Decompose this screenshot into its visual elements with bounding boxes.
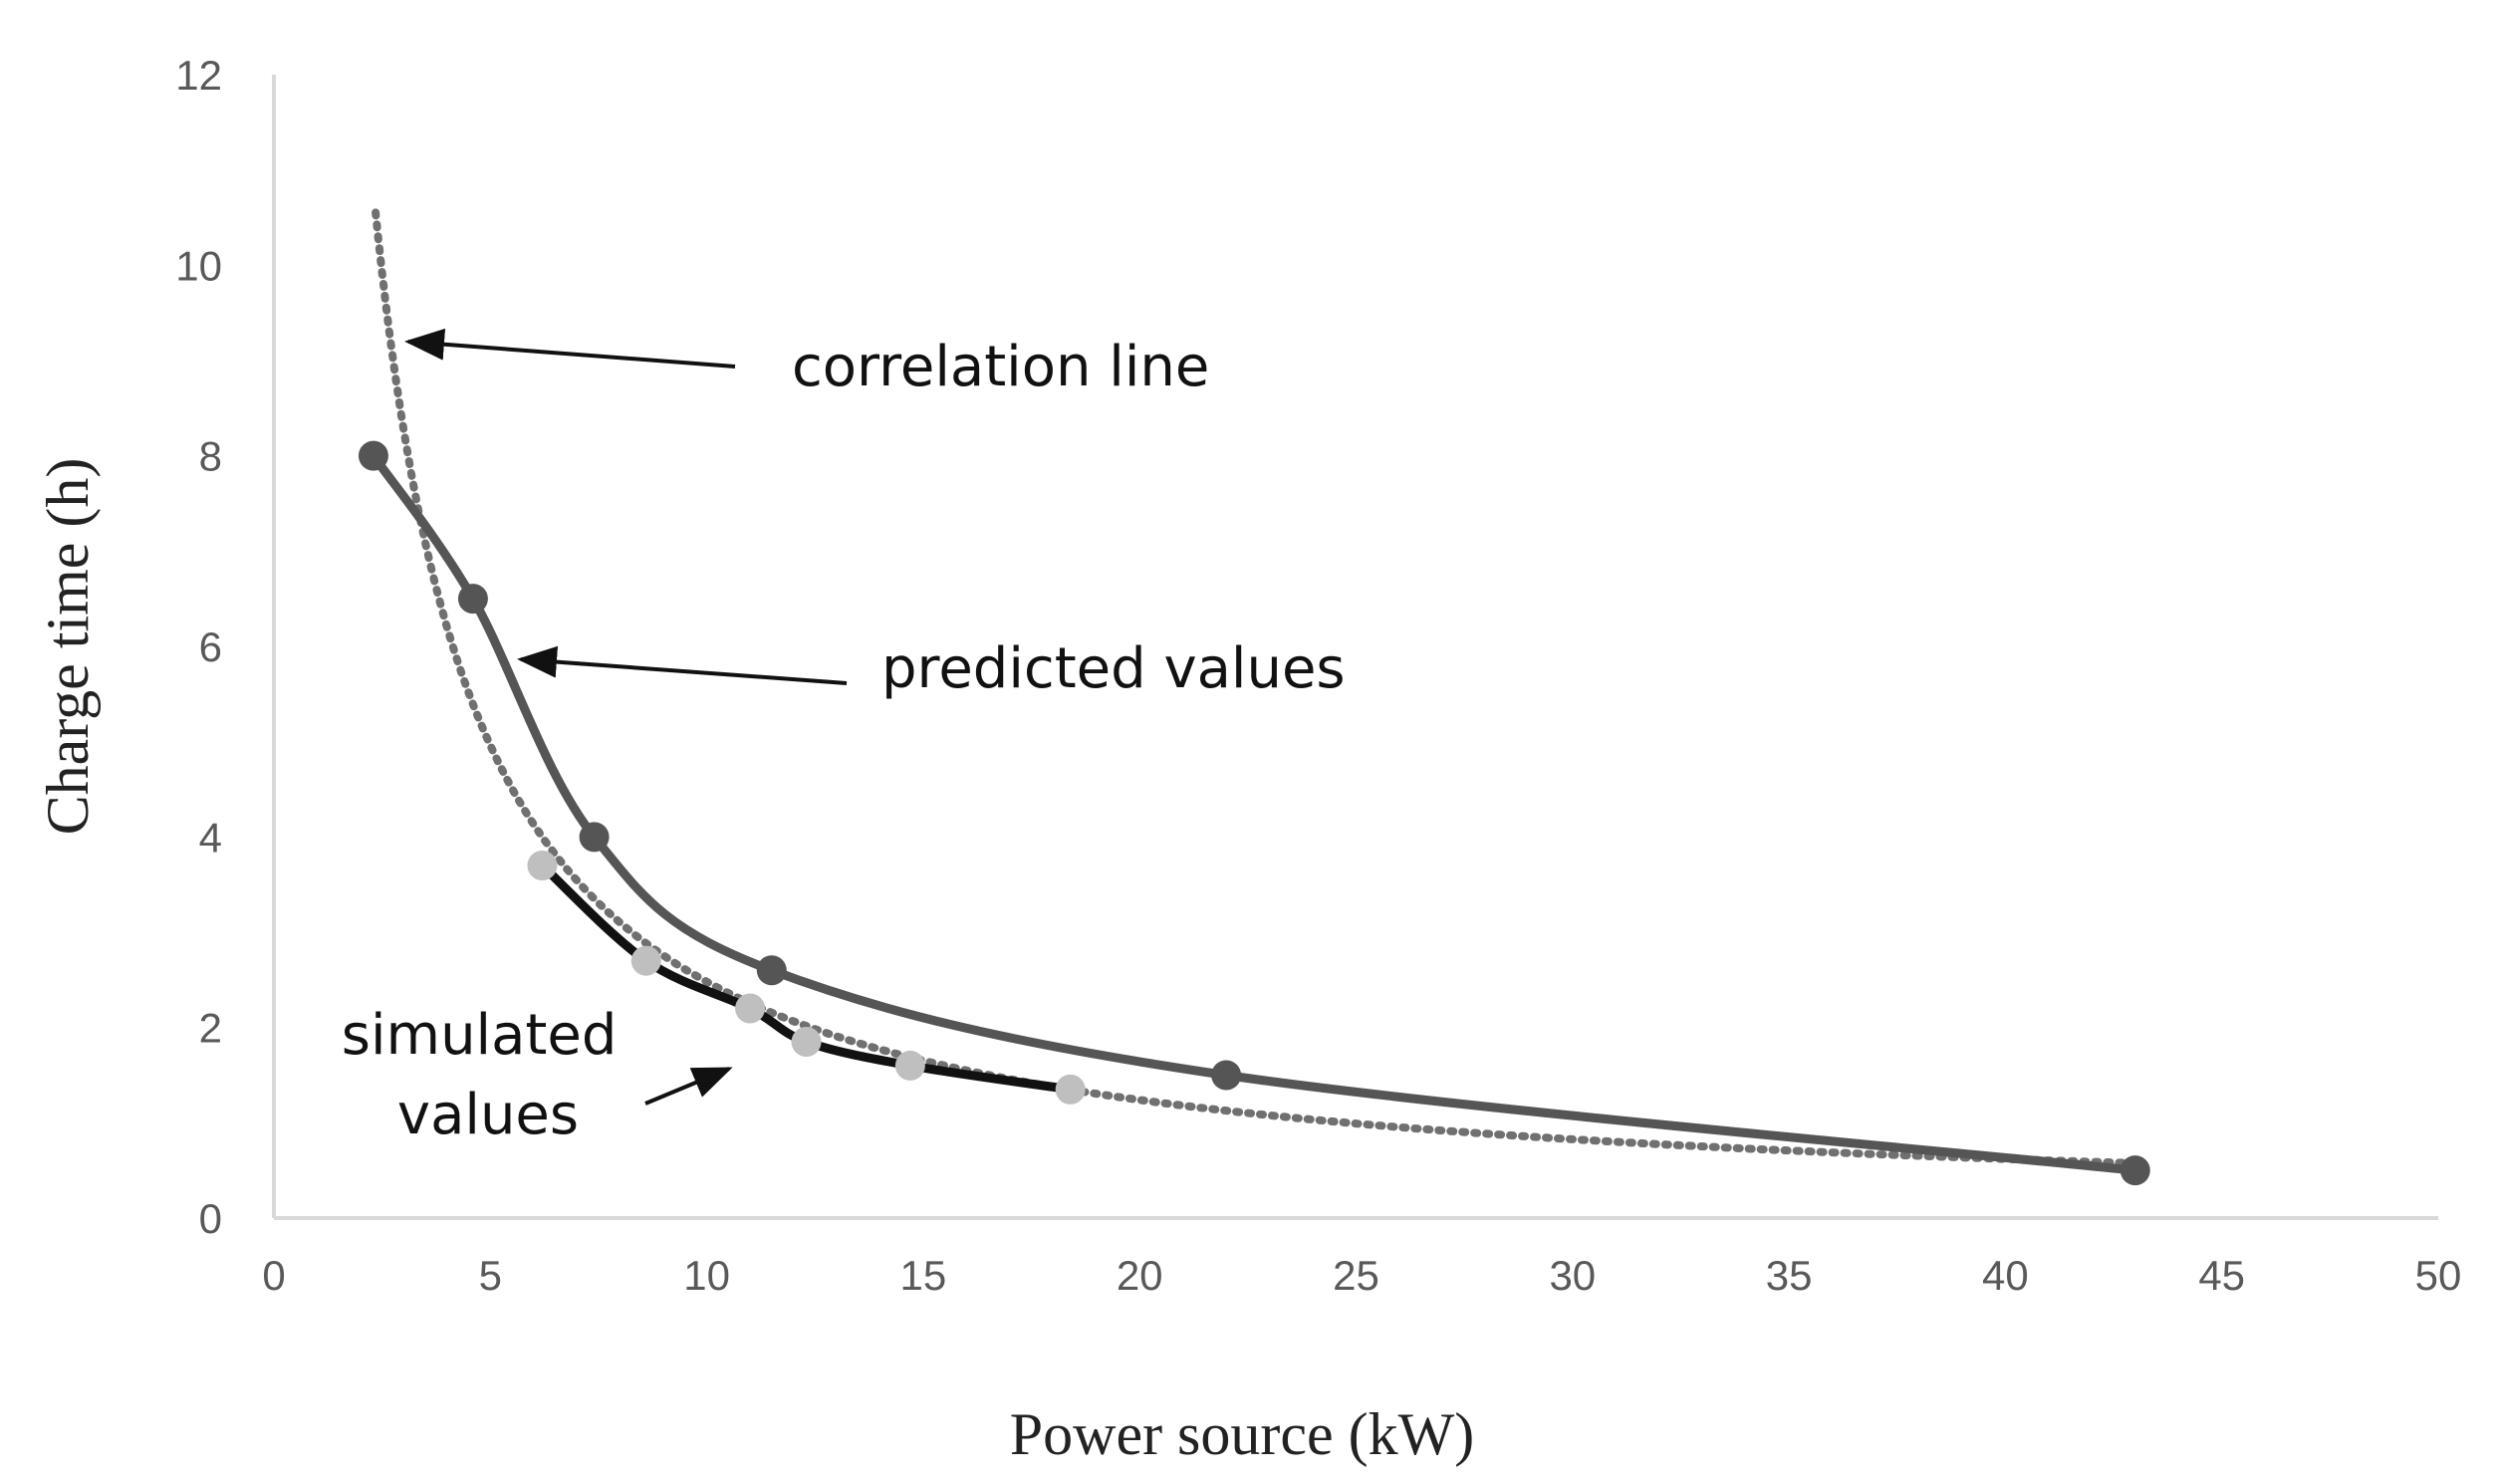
x-tick-label: 5 (479, 1252, 502, 1299)
y-tick-label: 0 (199, 1195, 222, 1242)
x-tick-label: 25 (1333, 1252, 1379, 1299)
x-tick-label: 15 (900, 1252, 947, 1299)
series-line-correlation-line (372, 208, 2139, 1167)
x-tick-label: 50 (2415, 1252, 2462, 1299)
y-tick-label: 8 (199, 433, 222, 480)
x-tick-labels: 0 5 10 15 20 25 30 35 40 45 50 (262, 1252, 2461, 1299)
series-line-simulated-values (537, 861, 1076, 1095)
series-layer (358, 208, 2150, 1186)
x-tick-label: 35 (1766, 1252, 1813, 1299)
y-tick-label: 12 (175, 52, 222, 99)
y-tick-label: 6 (199, 623, 222, 670)
annotation-arrow-simulated-values (644, 1067, 733, 1106)
x-tick-label: 10 (683, 1252, 730, 1299)
data-point-simulated-values (735, 993, 766, 1024)
annotation-arrow-predicted-values (517, 645, 848, 685)
data-point-simulated-values (1055, 1074, 1086, 1105)
y-tick-label: 4 (199, 814, 222, 861)
annotation-arrow-correlation-line (404, 328, 736, 369)
data-point-predicted-values (579, 822, 610, 853)
annotation-simulated-values: simulated values (342, 1003, 634, 1147)
x-axis-title: Power source (kW) (1010, 1401, 1475, 1467)
series-line-predicted-values (369, 451, 2140, 1175)
x-tick-label: 0 (262, 1252, 285, 1299)
data-point-predicted-values (358, 440, 388, 471)
annotation-correlation-line: correlation line (792, 335, 1209, 399)
x-tick-label: 20 (1117, 1252, 1163, 1299)
x-tick-label: 40 (1982, 1252, 2029, 1299)
y-tick-labels: 0 2 4 6 8 10 12 (175, 52, 222, 1242)
data-point-predicted-values (2120, 1155, 2150, 1186)
y-tick-label: 10 (175, 242, 222, 289)
data-point-predicted-values (756, 955, 787, 986)
data-point-predicted-values (1211, 1060, 1242, 1091)
y-axis-title: Charge time (h) (35, 458, 101, 836)
data-point-simulated-values (791, 1027, 822, 1058)
data-point-simulated-values (630, 945, 661, 976)
data-point-simulated-values (527, 851, 558, 881)
x-tick-label: 30 (1549, 1252, 1596, 1299)
annotation-predicted-values: predicted values (881, 636, 1346, 701)
data-point-simulated-values (894, 1050, 925, 1081)
data-point-predicted-values (457, 584, 488, 615)
x-tick-label: 45 (2198, 1252, 2245, 1299)
y-tick-label: 2 (199, 1005, 222, 1052)
annotation-simulated-line1: simulated (342, 1003, 618, 1068)
annotation-simulated-line2: values (397, 1083, 579, 1147)
